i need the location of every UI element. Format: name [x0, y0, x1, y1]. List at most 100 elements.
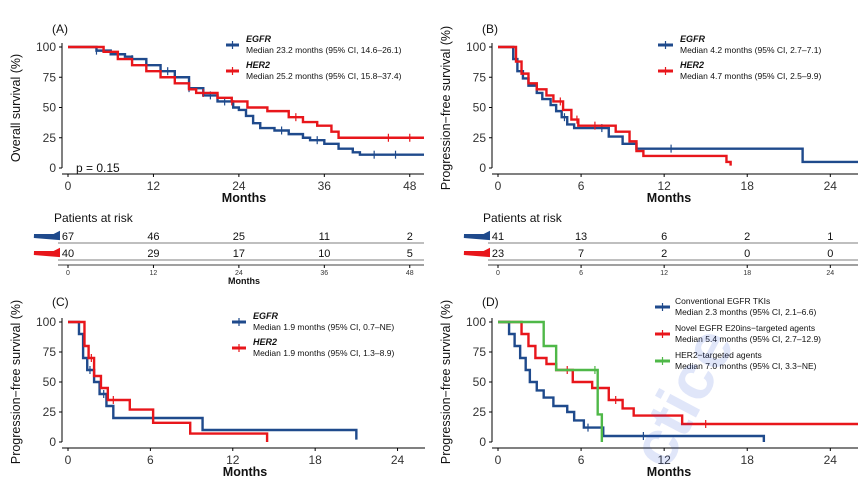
panel-b-y-tick-label: 100: [466, 40, 486, 54]
panel-a-legend-median: Median 23.2 months (95% CI, 14.6–26.1): [246, 45, 402, 55]
risk-table-tick-label: 12: [660, 270, 668, 277]
risk-table-a-x-axis-title: Months: [228, 276, 260, 286]
panel-b-x-tick-label: 24: [824, 179, 838, 193]
panel-a-y-tick-label: 0: [49, 161, 56, 175]
panel-a-legend-median: Median 25.2 months (95% CI, 15.8–37.4): [246, 71, 402, 81]
panel-c-x-tick-label: 0: [65, 453, 72, 467]
risk-count: 10: [318, 248, 330, 260]
panel-c-legend-median: Median 1.9 months (95% CI, 0.7–NE): [253, 322, 394, 332]
risk-table-a-title: Patients at risk: [54, 211, 134, 225]
panel-a-y-tick-label: 50: [43, 101, 57, 115]
panel-d-series-red-curve: [498, 320, 858, 426]
panel-b-x-tick-label: 12: [657, 179, 671, 193]
panel-b-y-tick-label: 50: [473, 101, 487, 115]
risk-count: 6: [661, 231, 667, 243]
risk-table-tick-label: 36: [320, 270, 328, 277]
risk-table-tick-label: 12: [150, 270, 158, 277]
panel-b-x-tick-label: 18: [741, 179, 755, 193]
panel-c-legend-name: EGFR: [253, 311, 279, 321]
panel-a-y-tick-label: 25: [43, 131, 57, 145]
panel-b-series-red-curve: [498, 45, 732, 166]
panel-c-x-tick-label: 24: [391, 453, 405, 467]
panel-c-label: (C): [52, 295, 69, 309]
risk-count: 0: [827, 248, 833, 260]
panel-d-x-tick-label: 18: [741, 453, 755, 467]
risk-count: 5: [407, 248, 413, 260]
panel-c-y-tick-label: 100: [36, 315, 56, 329]
risk-table-tick-label: 6: [579, 270, 583, 277]
panel-a-p-value: p = 0.15: [76, 161, 120, 175]
risk-count: 40: [62, 248, 74, 260]
panel-c-x-tick-label: 18: [308, 453, 322, 467]
panel-b-y-tick-label: 0: [479, 161, 486, 175]
panel-c-x-tick-label: 12: [226, 453, 240, 467]
panel-b-x-axis-title: Months: [647, 191, 691, 205]
panel-c-y-tick-label: 0: [49, 435, 56, 449]
panel-d-y-tick-label: 50: [473, 375, 487, 389]
panel-d-y-axis-title: Progression−free survival (%): [439, 300, 453, 464]
panel-c-series-red-curve: [68, 320, 269, 442]
panel-a-x-tick-label: 36: [318, 179, 332, 193]
panel-c-y-tick-label: 75: [43, 345, 57, 359]
risk-count: 46: [147, 231, 159, 243]
panel-d-y-tick-label: 100: [466, 315, 486, 329]
risk-table-tick-label: 0: [66, 270, 70, 277]
panel-d-label: (D): [482, 295, 499, 309]
panel-a-label: (A): [52, 22, 68, 36]
panel-d-x-axis-title: Months: [647, 465, 691, 479]
panel-d-x-tick-label: 0: [495, 453, 502, 467]
risk-count: 29: [147, 248, 159, 260]
panel-d-y-tick-label: 0: [479, 435, 486, 449]
risk-row-marker-red: [463, 247, 490, 258]
risk-table-b-title: Patients at risk: [483, 211, 563, 225]
panel-b-legend-median: Median 4.2 months (95% CI, 2.7–7.1): [680, 45, 821, 55]
panel-b-legend-median: Median 4.7 months (95% CI, 2.5–9.9): [680, 71, 821, 81]
panel-c-legend-name: HER2: [253, 337, 277, 347]
panel-b-y-tick-label: 75: [473, 70, 487, 84]
risk-table-tick-label: 18: [743, 270, 751, 277]
panel-d-y-tick-label: 75: [473, 345, 487, 359]
risk-row-marker-blue: [33, 230, 60, 241]
risk-table-tick-label: 24: [235, 270, 243, 277]
risk-count: 1: [827, 231, 833, 243]
panel-d-series-blue-curve: [498, 320, 766, 442]
panel-a-series-red-curve: [68, 45, 424, 139]
risk-table-b: Patients at risk 41 13 6 2 1 23 7 2 0 0 0 6 12 18 24: [463, 211, 858, 277]
panel-c-y-tick-label: 50: [43, 375, 57, 389]
risk-count: 13: [575, 231, 587, 243]
panel-d-series-green-curve: [498, 320, 604, 442]
panel-a-x-tick-label: 24: [232, 179, 246, 193]
panel-c-x-tick-label: 6: [147, 453, 154, 467]
panel-a-y-tick-label: 75: [43, 70, 57, 84]
panel-b-x-tick-label: 0: [495, 179, 502, 193]
panel-b-x-tick-label: 6: [578, 179, 585, 193]
risk-row-marker-red: [33, 247, 60, 258]
risk-count: 17: [233, 248, 245, 260]
panel-c-x-axis-title: Months: [223, 465, 267, 479]
risk-count: 67: [62, 231, 74, 243]
risk-count: 2: [744, 231, 750, 243]
panel-c-pfs: (C) Progression−free survival (%) Months…: [9, 295, 425, 479]
panel-a-y-axis-title: Overall survival (%): [9, 54, 23, 162]
panel-c-legend-median: Median 1.9 months (95% CI, 1.3–8.9): [253, 348, 394, 358]
panel-d-legend-name: Conventional EGFR TKIs: [675, 296, 770, 306]
panel-d-x-tick-label: 24: [824, 453, 838, 467]
panel-a-x-tick-label: 0: [65, 179, 72, 193]
risk-table-tick-label: 0: [496, 270, 500, 277]
panel-d-legend-name: Novel EGFR E20ins−targeted agents: [675, 323, 815, 333]
panel-b-y-axis-title: Progression−free survival (%): [439, 26, 453, 190]
risk-count: 2: [407, 231, 413, 243]
panel-b-legend-name: HER2: [680, 60, 704, 70]
risk-count: 0: [744, 248, 750, 260]
panel-b-y-tick-label: 25: [473, 131, 487, 145]
panel-c-y-axis-title: Progression−free survival (%): [9, 300, 23, 464]
panel-a-legend-name: EGFR: [246, 34, 272, 44]
panel-a-x-axis-title: Months: [222, 191, 266, 205]
panel-a-overall-survival: (A) Overall survival (%) Months p = 0.15…: [9, 22, 424, 205]
panel-d-pfs: (D) Progression−free survival (%) Months…: [439, 295, 858, 479]
risk-table-tick-label: 48: [406, 270, 414, 277]
watermark: ctice: [616, 316, 748, 479]
panel-c-series-blue-curve: [68, 320, 358, 440]
panel-a-x-tick-label: 12: [147, 179, 161, 193]
